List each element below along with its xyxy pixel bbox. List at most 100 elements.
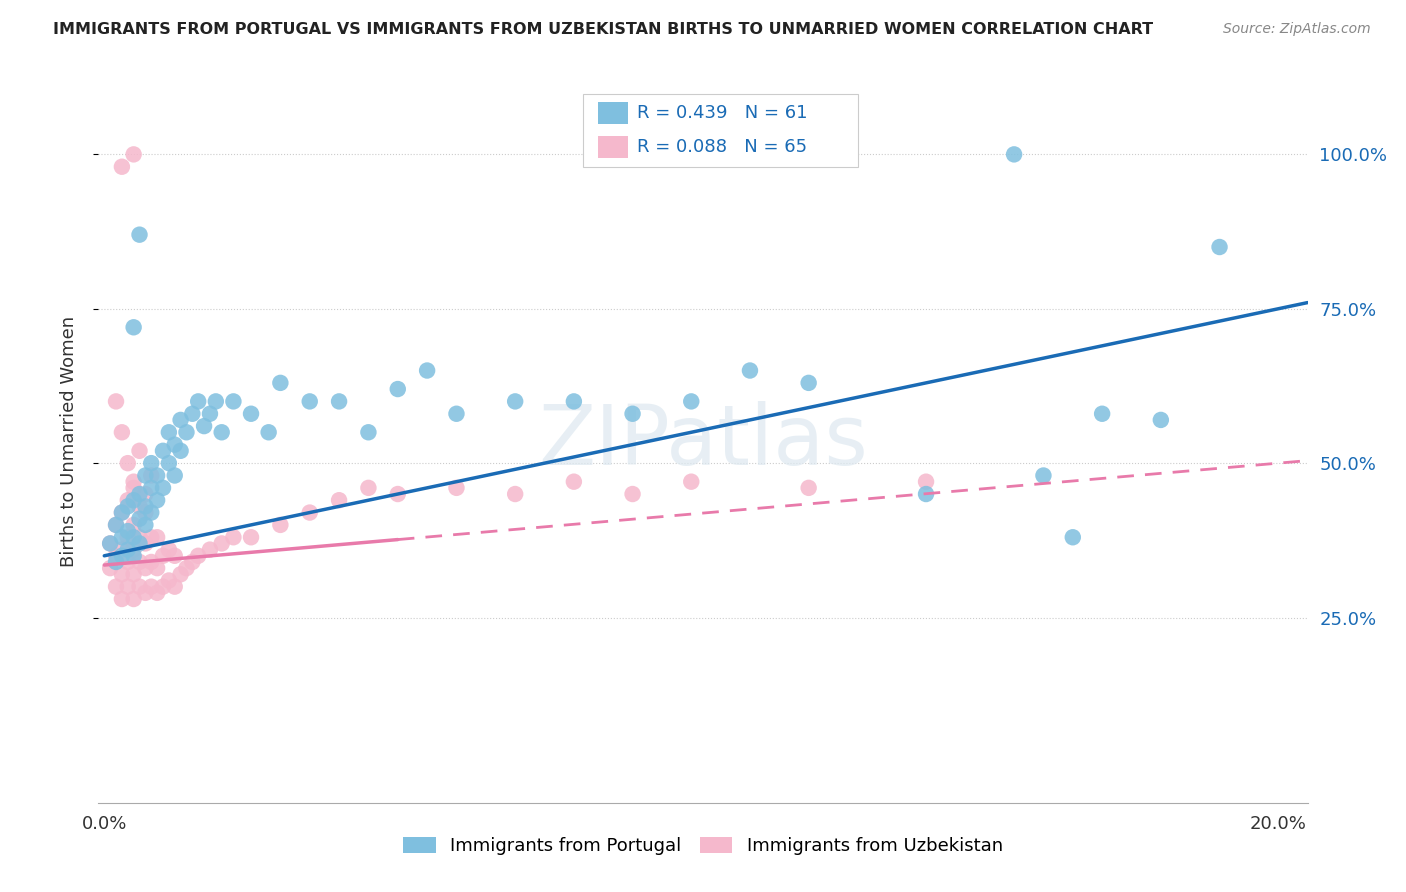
Point <box>141 580 163 594</box>
Point <box>181 555 204 569</box>
Point <box>240 530 263 544</box>
Point <box>105 555 128 569</box>
Text: Source: ZipAtlas.com: Source: ZipAtlas.com <box>1223 22 1371 37</box>
Point <box>98 536 121 550</box>
Point <box>1032 468 1054 483</box>
Point <box>141 481 163 495</box>
Point <box>111 506 134 520</box>
Point <box>621 487 644 501</box>
Point <box>503 394 526 409</box>
Point <box>222 530 245 544</box>
Point <box>134 536 156 550</box>
Point <box>122 493 145 508</box>
Point <box>562 475 585 489</box>
Point <box>257 425 280 440</box>
Point <box>128 227 150 242</box>
Point <box>141 456 163 470</box>
Text: IMMIGRANTS FROM PORTUGAL VS IMMIGRANTS FROM UZBEKISTAN BIRTHS TO UNMARRIED WOMEN: IMMIGRANTS FROM PORTUGAL VS IMMIGRANTS F… <box>53 22 1153 37</box>
Point <box>134 468 156 483</box>
Point <box>117 500 139 514</box>
Point <box>738 363 761 377</box>
Point <box>298 394 321 409</box>
Point <box>187 549 209 563</box>
Point <box>128 580 150 594</box>
Point <box>111 542 134 557</box>
Point <box>105 517 128 532</box>
Point <box>105 580 128 594</box>
Point <box>134 517 156 532</box>
Point <box>117 493 139 508</box>
Point <box>117 542 139 557</box>
Point <box>1002 147 1025 161</box>
Point <box>446 481 468 495</box>
Point <box>141 555 163 569</box>
Point <box>198 542 221 557</box>
Point <box>134 561 156 575</box>
Point <box>163 549 186 563</box>
Point <box>128 536 150 550</box>
Point <box>141 468 163 483</box>
Point <box>915 487 938 501</box>
Point <box>111 567 134 582</box>
Point <box>163 580 186 594</box>
Point <box>163 468 186 483</box>
Point <box>117 580 139 594</box>
Point <box>117 456 139 470</box>
Point <box>146 468 169 483</box>
Point <box>1208 240 1230 254</box>
Point <box>681 394 703 409</box>
Point <box>105 517 128 532</box>
Point <box>122 549 145 563</box>
Point <box>797 376 820 390</box>
Point <box>1091 407 1114 421</box>
Point <box>298 506 321 520</box>
Point <box>122 475 145 489</box>
Point <box>204 394 226 409</box>
Point <box>122 517 145 532</box>
Point <box>328 493 350 508</box>
Point <box>134 586 156 600</box>
Point <box>152 443 174 458</box>
Point <box>111 549 134 563</box>
Point <box>146 561 169 575</box>
Point <box>128 555 150 569</box>
Point <box>357 481 380 495</box>
Point <box>111 425 134 440</box>
Point <box>122 320 145 334</box>
Point <box>181 407 204 421</box>
Legend: Immigrants from Portugal, Immigrants from Uzbekistan: Immigrants from Portugal, Immigrants fro… <box>396 830 1010 863</box>
Point <box>152 481 174 495</box>
Point <box>122 542 145 557</box>
Point <box>269 517 291 532</box>
Point <box>122 530 145 544</box>
Point <box>915 475 938 489</box>
Point <box>122 567 145 582</box>
Point <box>797 481 820 495</box>
Point <box>169 413 191 427</box>
Point <box>152 580 174 594</box>
Text: R = 0.439   N = 61: R = 0.439 N = 61 <box>637 104 807 122</box>
Point <box>157 542 180 557</box>
Point <box>157 574 180 588</box>
Point <box>357 425 380 440</box>
Point <box>211 425 233 440</box>
Point <box>562 394 585 409</box>
Point <box>446 407 468 421</box>
Point <box>134 506 156 520</box>
Point <box>328 394 350 409</box>
Point <box>169 567 191 582</box>
Point <box>111 160 134 174</box>
Point <box>146 530 169 544</box>
Point <box>128 487 150 501</box>
Point <box>98 536 121 550</box>
Point <box>211 536 233 550</box>
Y-axis label: Births to Unmarried Women: Births to Unmarried Women <box>59 316 77 567</box>
Point <box>1062 530 1084 544</box>
Point <box>122 147 145 161</box>
Point <box>128 512 150 526</box>
Point <box>1150 413 1173 427</box>
Point <box>387 487 409 501</box>
Point <box>222 394 245 409</box>
Point <box>187 394 209 409</box>
Point <box>503 487 526 501</box>
